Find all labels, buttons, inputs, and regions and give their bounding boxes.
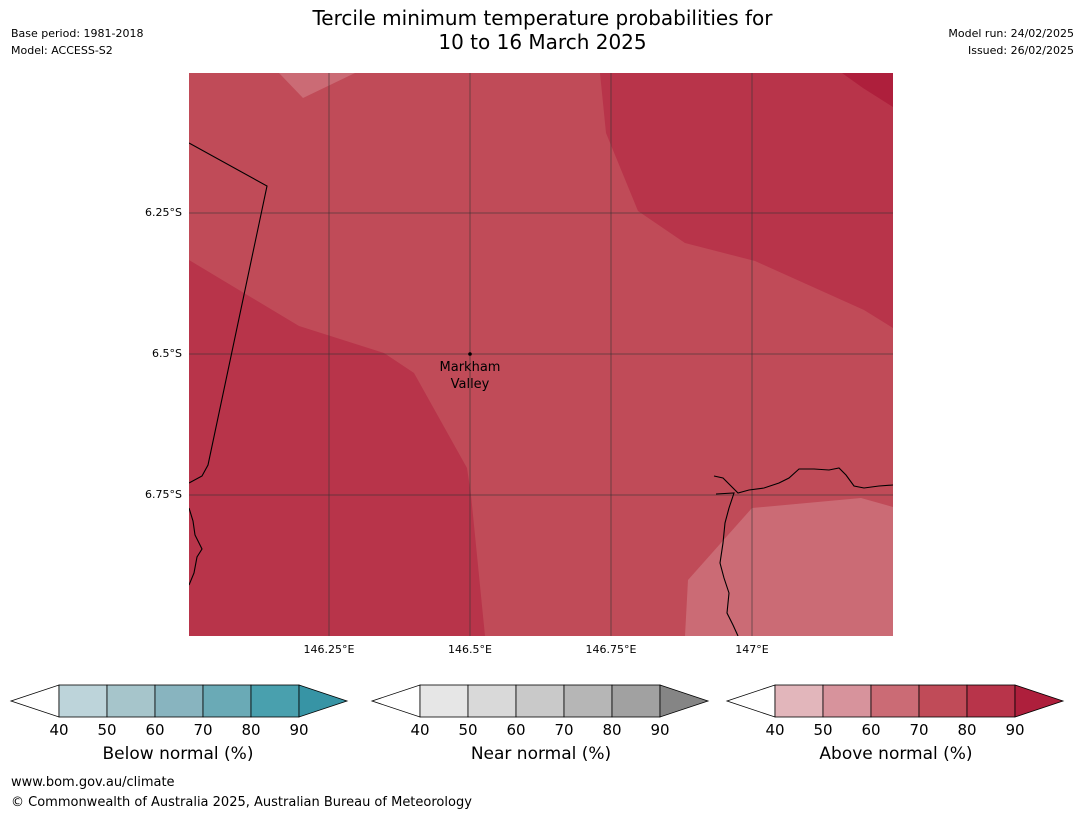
colorbar-tick-label: 80 bbox=[602, 721, 621, 739]
below-normal-colorbar: 40 50 60 70 80 90 bbox=[9, 684, 349, 739]
colorbar-tick-label: 90 bbox=[289, 721, 308, 739]
above-normal-colorbar: 40 50 60 70 80 90 bbox=[725, 684, 1065, 739]
west-coastline bbox=[189, 507, 203, 586]
colorbar-segment bbox=[106, 684, 156, 718]
probability-map: Markham Valley bbox=[189, 73, 893, 636]
issued-text: Issued: 26/02/2025 bbox=[967, 44, 1074, 57]
colorbar-tick-label: 50 bbox=[458, 721, 477, 739]
lon-label-146-25: 146.25°E bbox=[303, 643, 355, 656]
lon-label-147: 147°E bbox=[735, 643, 769, 656]
colorbar-segment bbox=[918, 684, 968, 718]
colorbar-tick-label: 60 bbox=[861, 721, 880, 739]
near-normal-caption: Near normal (%) bbox=[470, 744, 612, 764]
colorbar-segment bbox=[419, 684, 469, 718]
colorbar-tick-label: 40 bbox=[410, 721, 429, 739]
header-meta-right: Model run: 24/02/2025 Issued: 26/02/2025 bbox=[948, 25, 1074, 59]
base-period-text: Base period: 1981-2018 bbox=[11, 27, 144, 40]
colorbar-segment bbox=[870, 684, 920, 718]
colorbar-tick-label: 70 bbox=[554, 721, 573, 739]
colorbar-segment bbox=[966, 684, 1016, 718]
lat-label-6-75: 6.75°S bbox=[145, 488, 182, 501]
colorbar-lower-extension bbox=[9, 684, 60, 718]
colorbar-tick-label: 70 bbox=[193, 721, 212, 739]
colorbar-segment bbox=[250, 684, 300, 718]
colorbar-lower-extension bbox=[725, 684, 776, 718]
colorbar-segment bbox=[515, 684, 565, 718]
header-meta-left: Base period: 1981-2018 Model: ACCESS-S2 bbox=[11, 25, 143, 59]
colorbar-segment bbox=[822, 684, 872, 718]
colorbar-tick-label: 80 bbox=[957, 721, 976, 739]
colorbar-tick-label: 80 bbox=[241, 721, 260, 739]
map-title: Tercile minimum temperature probabilitie… bbox=[0, 6, 1085, 54]
map-region-north-60-70 bbox=[279, 73, 355, 98]
title-line-2: 10 to 16 March 2025 bbox=[438, 30, 647, 54]
colorbar-tick-label: 90 bbox=[1005, 721, 1024, 739]
near-normal-colorbar: 40 50 60 70 80 90 bbox=[370, 684, 710, 739]
place-label-line-1: Markham bbox=[440, 360, 501, 375]
colorbar-segment bbox=[202, 684, 252, 718]
colorbar-tick-label: 50 bbox=[813, 721, 832, 739]
model-run-text: Model run: 24/02/2025 bbox=[948, 27, 1074, 40]
colorbar-tick-label: 70 bbox=[909, 721, 928, 739]
colorbar-segment bbox=[58, 684, 108, 718]
colorbar-upper-extension bbox=[298, 684, 349, 718]
map-region-southeast-60-70 bbox=[685, 498, 893, 636]
colorbar-tick-label: 40 bbox=[49, 721, 68, 739]
lon-label-146-75: 146.75°E bbox=[585, 643, 637, 656]
colorbar-tick-label: 60 bbox=[145, 721, 164, 739]
colorbar-segment bbox=[467, 684, 517, 718]
colorbar-upper-extension bbox=[659, 684, 710, 718]
colorbar-segment bbox=[154, 684, 204, 718]
footer-copyright: © Commonwealth of Australia 2025, Austra… bbox=[11, 795, 472, 810]
colorbar-tick-label: 50 bbox=[97, 721, 116, 739]
above-normal-caption: Above normal (%) bbox=[819, 744, 973, 764]
title-line-1: Tercile minimum temperature probabilitie… bbox=[312, 6, 773, 30]
province-border-line bbox=[189, 142, 268, 484]
below-normal-caption: Below normal (%) bbox=[102, 744, 254, 764]
map-region-northeast-80-90 bbox=[600, 73, 893, 328]
colorbar-tick-label: 60 bbox=[506, 721, 525, 739]
lon-label-146-5: 146.5°E bbox=[448, 643, 492, 656]
colorbar-segment bbox=[563, 684, 613, 718]
colorbar-segment bbox=[611, 684, 661, 718]
lat-label-6-5: 6.5°S bbox=[152, 347, 182, 360]
model-text: Model: ACCESS-S2 bbox=[11, 44, 113, 57]
place-label-line-2: Valley bbox=[451, 377, 490, 392]
colorbar-lower-extension bbox=[370, 684, 421, 718]
markham-valley-marker bbox=[468, 352, 472, 356]
east-coastline bbox=[713, 467, 893, 494]
map-boundaries bbox=[189, 142, 893, 636]
colorbar-tick-label: 90 bbox=[650, 721, 669, 739]
footer-url: www.bom.gov.au/climate bbox=[11, 775, 175, 790]
river-line bbox=[715, 492, 739, 636]
map-region-90-plus bbox=[842, 73, 893, 107]
colorbar-segment bbox=[774, 684, 824, 718]
colorbar-upper-extension bbox=[1014, 684, 1065, 718]
colorbar-tick-label: 40 bbox=[765, 721, 784, 739]
lat-label-6-25: 6.25°S bbox=[145, 206, 182, 219]
